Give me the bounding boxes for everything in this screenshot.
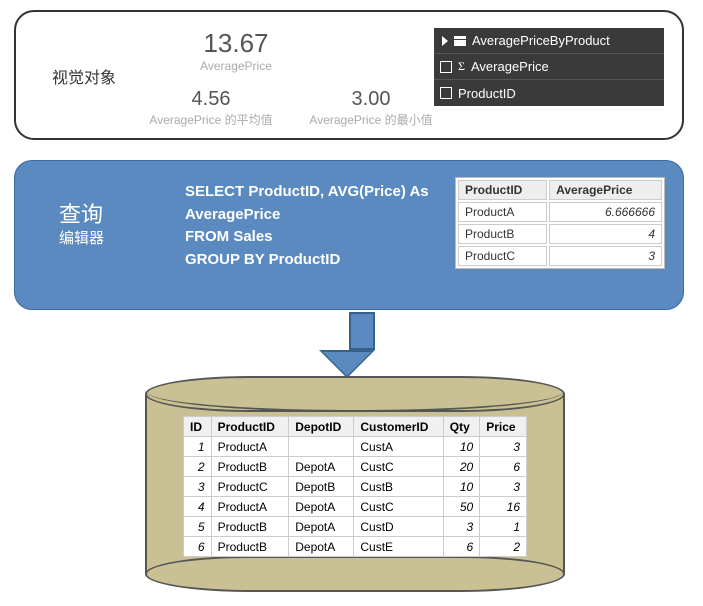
visual-section-label: 视觉对象: [52, 64, 116, 88]
query-title: 查询: [59, 197, 103, 229]
col-header: DepotID: [289, 417, 354, 437]
cell: 6.666666: [549, 202, 662, 222]
col-header: AveragePrice: [549, 180, 662, 200]
cell: 2: [480, 537, 527, 557]
cell: 1: [184, 437, 212, 457]
cell: CustA: [354, 437, 443, 457]
cell: ProductA: [458, 202, 547, 222]
card-caption: AveragePrice: [166, 59, 306, 73]
cell: ProductB: [211, 517, 289, 537]
sql-line: AveragePrice: [185, 204, 429, 227]
cell: 20: [443, 457, 479, 477]
cell: 3: [480, 477, 527, 497]
cell: CustC: [354, 457, 443, 477]
cell: 2: [184, 457, 212, 477]
table-row: 6ProductBDepotACustE62: [184, 537, 527, 557]
table-row: 5ProductBDepotACustD31: [184, 517, 527, 537]
card-value: 3.00: [286, 88, 456, 111]
expand-icon[interactable]: [442, 36, 448, 46]
cell: 3: [480, 437, 527, 457]
arrow-down-icon: [334, 312, 390, 378]
cell: DepotB: [289, 477, 354, 497]
table-row: 2ProductBDepotACustC206: [184, 457, 527, 477]
checkbox-icon[interactable]: [440, 61, 452, 73]
cell: ProductB: [211, 537, 289, 557]
query-result-table: ProductID AveragePrice ProductA 6.666666…: [455, 177, 665, 269]
cell: DepotA: [289, 517, 354, 537]
table-row: 4ProductADepotACustC5016: [184, 497, 527, 517]
table-row: ProductB 4: [458, 224, 662, 244]
cell: CustB: [354, 477, 443, 497]
fields-table-row[interactable]: AveragePriceByProduct: [434, 28, 664, 54]
field-row-averageprice[interactable]: Σ AveragePrice: [434, 54, 664, 80]
sql-line: GROUP BY ProductID: [185, 249, 429, 272]
table-row: 1ProductA CustA103: [184, 437, 527, 457]
fields-pane[interactable]: AveragePriceByProduct Σ AveragePrice Pro…: [434, 28, 664, 106]
field-label: ProductID: [458, 86, 516, 101]
field-row-productid[interactable]: ProductID: [434, 80, 664, 106]
col-header: ProductID: [458, 180, 547, 200]
cell: 6: [443, 537, 479, 557]
cell: 1: [480, 517, 527, 537]
cell: 4: [184, 497, 212, 517]
card-min-of-avg: 3.00 AveragePrice 的最小值: [286, 88, 456, 128]
cell: 6: [480, 457, 527, 477]
card-value: 13.67: [166, 28, 306, 59]
cell: ProductC: [458, 246, 547, 266]
table-row: 3ProductCDepotBCustB103: [184, 477, 527, 497]
cell: DepotA: [289, 537, 354, 557]
col-header: Qty: [443, 417, 479, 437]
table-row: ProductA 6.666666: [458, 202, 662, 222]
table-row: ProductC 3: [458, 246, 662, 266]
cell: 6: [184, 537, 212, 557]
card-caption: AveragePrice 的最小值: [286, 111, 456, 128]
col-header: CustomerID: [354, 417, 443, 437]
col-header: ID: [184, 417, 212, 437]
card-avg-price: 13.67 AveragePrice: [166, 28, 306, 73]
col-header: ProductID: [211, 417, 289, 437]
card-caption: AveragePrice 的平均值: [126, 111, 296, 128]
cell: ProductA: [211, 497, 289, 517]
cell: CustD: [354, 517, 443, 537]
sql-line: FROM Sales: [185, 226, 429, 249]
cell: CustC: [354, 497, 443, 517]
sql-line: SELECT ProductID, AVG(Price) As: [185, 181, 429, 204]
cell: 10: [443, 437, 479, 457]
cell: 16: [480, 497, 527, 517]
cell: 3: [443, 517, 479, 537]
cell: DepotA: [289, 457, 354, 477]
cell: ProductB: [211, 457, 289, 477]
field-label: AveragePrice: [471, 59, 549, 74]
cell: 3: [184, 477, 212, 497]
query-subtitle: 编辑器: [59, 227, 104, 248]
cell: 50: [443, 497, 479, 517]
checkbox-icon[interactable]: [440, 87, 452, 99]
cell: [289, 437, 354, 457]
visual-panel: 视觉对象 13.67 AveragePrice 4.56 AveragePric…: [14, 10, 684, 140]
cell: DepotA: [289, 497, 354, 517]
database-cylinder: ID ProductID DepotID CustomerID Qty Pric…: [145, 376, 565, 592]
cell: ProductC: [211, 477, 289, 497]
cell: 5: [184, 517, 212, 537]
card-avg-of-avg: 4.56 AveragePrice 的平均值: [126, 88, 296, 128]
sql-text: SELECT ProductID, AVG(Price) As AverageP…: [185, 181, 429, 271]
cell: 4: [549, 224, 662, 244]
table-name: AveragePriceByProduct: [472, 33, 610, 48]
cell: ProductB: [458, 224, 547, 244]
table-icon: [454, 36, 466, 46]
card-value: 4.56: [126, 88, 296, 111]
cell: ProductA: [211, 437, 289, 457]
cell: 3: [549, 246, 662, 266]
sales-table: ID ProductID DepotID CustomerID Qty Pric…: [183, 416, 527, 557]
cell: 10: [443, 477, 479, 497]
query-panel: 查询 编辑器 SELECT ProductID, AVG(Price) As A…: [14, 160, 684, 310]
sigma-icon: Σ: [458, 59, 465, 74]
col-header: Price: [480, 417, 527, 437]
cell: CustE: [354, 537, 443, 557]
